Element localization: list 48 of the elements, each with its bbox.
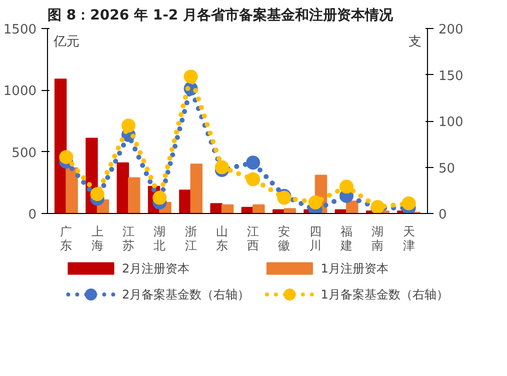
x-tick-label: 四川 xyxy=(309,224,322,252)
point xyxy=(308,195,322,210)
legend-label: 2月注册资本 xyxy=(122,262,190,276)
x-tick-label: 浙江 xyxy=(184,224,197,252)
bar xyxy=(128,177,140,214)
y2-axis-title: 支 xyxy=(408,34,422,50)
bar xyxy=(116,162,129,214)
y-tick-label: 500 xyxy=(12,146,37,161)
point xyxy=(121,118,136,133)
x-tick-label: 江苏 xyxy=(122,224,134,252)
x-tick-label: 湖北 xyxy=(154,224,166,252)
chart-title: 图 8：2026 年 1-2 月各省市备案基金和注册资本情况 xyxy=(48,6,394,24)
bar xyxy=(190,164,202,214)
point xyxy=(184,70,198,84)
y2-tick-label: 100 xyxy=(438,115,464,130)
point xyxy=(402,196,416,210)
x-tick-label: 山东 xyxy=(216,224,228,252)
point xyxy=(214,160,229,174)
bar xyxy=(66,167,78,214)
bar xyxy=(284,208,296,214)
point xyxy=(59,150,74,164)
x-tick-label: 福建 xyxy=(340,224,353,252)
bar xyxy=(252,204,265,214)
y-tick-label: 1000 xyxy=(3,84,37,100)
y2-tick-label: 50 xyxy=(438,161,456,176)
y2-tick-label: 0 xyxy=(438,208,447,222)
y-axis-title: 亿元 xyxy=(52,34,80,50)
bar xyxy=(210,203,222,214)
legend-label: 1月注册资本 xyxy=(320,262,388,276)
y-tick-label: 0 xyxy=(28,208,37,222)
y-tick-label: 1500 xyxy=(3,22,37,38)
y2-tick-label: 200 xyxy=(438,22,464,38)
point xyxy=(90,187,104,202)
x-tick-label: 江西 xyxy=(247,224,260,252)
x-tick-label: 上海 xyxy=(91,224,104,252)
x-tick-label: 广东 xyxy=(60,224,72,252)
legend-label: 2月备案基金数（右轴） xyxy=(122,288,250,302)
point xyxy=(152,190,167,205)
y2-tick-label: 150 xyxy=(438,68,464,84)
x-tick-label: 安徽 xyxy=(278,224,290,252)
point xyxy=(340,180,354,194)
bar xyxy=(221,204,234,214)
bar xyxy=(179,190,192,214)
x-tick-label: 天津 xyxy=(402,224,415,252)
point xyxy=(246,172,260,186)
x-tick-label: 湖南 xyxy=(372,224,384,252)
legend-label: 1月备案基金数（右轴） xyxy=(320,288,448,302)
point xyxy=(246,156,260,170)
